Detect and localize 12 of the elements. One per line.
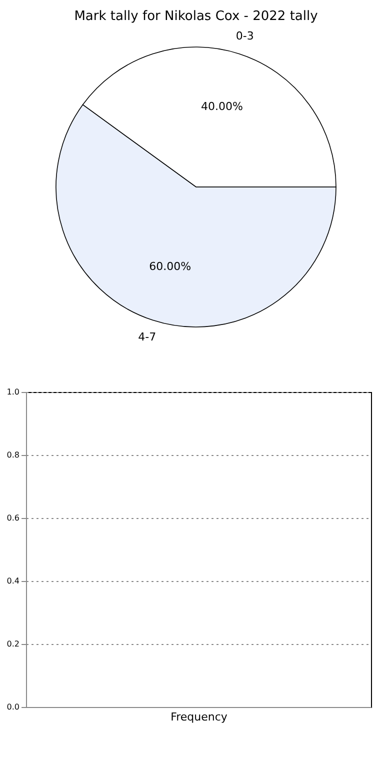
y-tick-label: 0.0 [6,702,20,712]
y-tick-label: 0.8 [6,450,20,460]
y-tick-label: 1.0 [6,388,20,396]
x-axis-title: Frequency [170,710,228,724]
data-label: 60.00% [149,260,192,273]
chart-title: Mark tally for Nikolas Cox - 2022 tally [74,9,318,24]
y-tick-label: 0.4 [6,576,20,586]
data-label: 40.00% [200,100,243,114]
y-tick-label: 0.6 [6,514,20,522]
slice-label: 0-3 [236,30,254,43]
slice-label: 4-7 [138,330,156,344]
y-tick-label: 0.2 [6,640,20,648]
